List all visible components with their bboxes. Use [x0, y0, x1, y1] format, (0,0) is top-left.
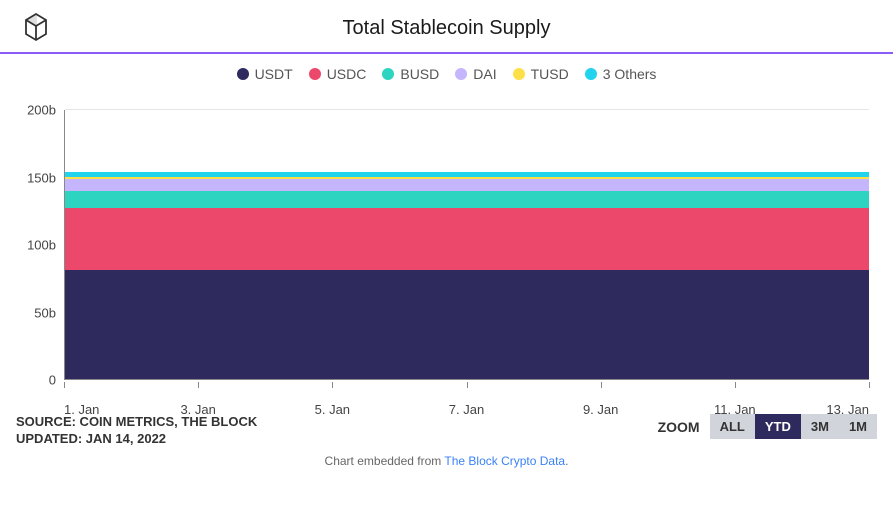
- x-axis: 1. Jan 3. Jan 5. Jan 7. Jan 9. Jan 11. Jan 13.…: [64, 402, 869, 422]
- legend-label: USDT: [255, 66, 293, 82]
- logo-icon: [16, 8, 56, 48]
- x-tick-label: 7. Jan: [449, 402, 484, 417]
- y-tick-label: 150b: [27, 170, 56, 185]
- series-layer: [65, 208, 869, 270]
- x-tick-label: 3. Jan: [180, 402, 215, 417]
- x-tick-mark: [467, 382, 468, 388]
- legend-label: BUSD: [400, 66, 439, 82]
- legend-item[interactable]: BUSD: [382, 66, 439, 82]
- x-tick-mark: [198, 382, 199, 388]
- chart-container: USDTUSDCBUSDDAITUSD3 Others 050b100b150b…: [0, 54, 893, 400]
- x-tick-mark: [601, 382, 602, 388]
- legend-dot: [237, 68, 249, 80]
- legend-dot: [585, 68, 597, 80]
- y-tick-label: 50b: [34, 305, 56, 320]
- x-tick-mark: [64, 382, 65, 388]
- embed-link[interactable]: The Block Crypto Data: [444, 454, 565, 468]
- chart-header: Total Stablecoin Supply: [0, 0, 893, 54]
- legend-item[interactable]: USDT: [237, 66, 293, 82]
- x-tick-mark: [332, 382, 333, 388]
- y-axis: 0 50b 100b 150b 200b: [16, 90, 60, 400]
- chart-legend: USDT USDC BUSD DAI TUSD 3 Others: [16, 66, 877, 82]
- embed-prefix: Chart embedded from: [325, 454, 445, 468]
- series-layer: [65, 191, 869, 208]
- x-tick-label: 13. Jan: [826, 402, 869, 417]
- x-tick-label: 5. Jan: [315, 402, 350, 417]
- y-tick-label: 100b: [27, 238, 56, 253]
- y-tick-label: 0: [49, 373, 56, 388]
- legend-dot: [513, 68, 525, 80]
- series-layer: [65, 177, 869, 178]
- legend-item[interactable]: DAI: [455, 66, 496, 82]
- legend-label: USDC: [327, 66, 367, 82]
- chart-area: 050b100b150b200b THE BLOCK 1. Jan3. Jan5…: [64, 90, 869, 400]
- legend-label: DAI: [473, 66, 496, 82]
- x-tick-mark: [869, 382, 870, 388]
- gridline: [65, 109, 869, 110]
- legend-item[interactable]: TUSD: [513, 66, 569, 82]
- legend-dot: [382, 68, 394, 80]
- legend-label: 3 Others: [603, 66, 657, 82]
- legend-dot: [455, 68, 467, 80]
- x-tick-mark: [735, 382, 736, 388]
- x-tick-label: 9. Jan: [583, 402, 618, 417]
- updated-line: UPDATED: JAN 14, 2022: [16, 431, 257, 448]
- series-layer: [65, 172, 869, 177]
- legend-item[interactable]: 3 Others: [585, 66, 657, 82]
- y-tick-label: 200b: [27, 103, 56, 118]
- embed-note: Chart embedded from The Block Crypto Dat…: [0, 454, 893, 468]
- legend-label: TUSD: [531, 66, 569, 82]
- series-layer: [65, 179, 869, 191]
- x-tick-label: 1. Jan: [64, 402, 99, 417]
- series-layer: [65, 270, 869, 379]
- chart-title: Total Stablecoin Supply: [72, 17, 877, 40]
- legend-dot: [309, 68, 321, 80]
- plot-area: THE BLOCK: [64, 110, 869, 380]
- x-tick-label: 11. Jan: [714, 402, 756, 417]
- embed-suffix: .: [565, 454, 568, 468]
- legend-item[interactable]: USDC: [309, 66, 367, 82]
